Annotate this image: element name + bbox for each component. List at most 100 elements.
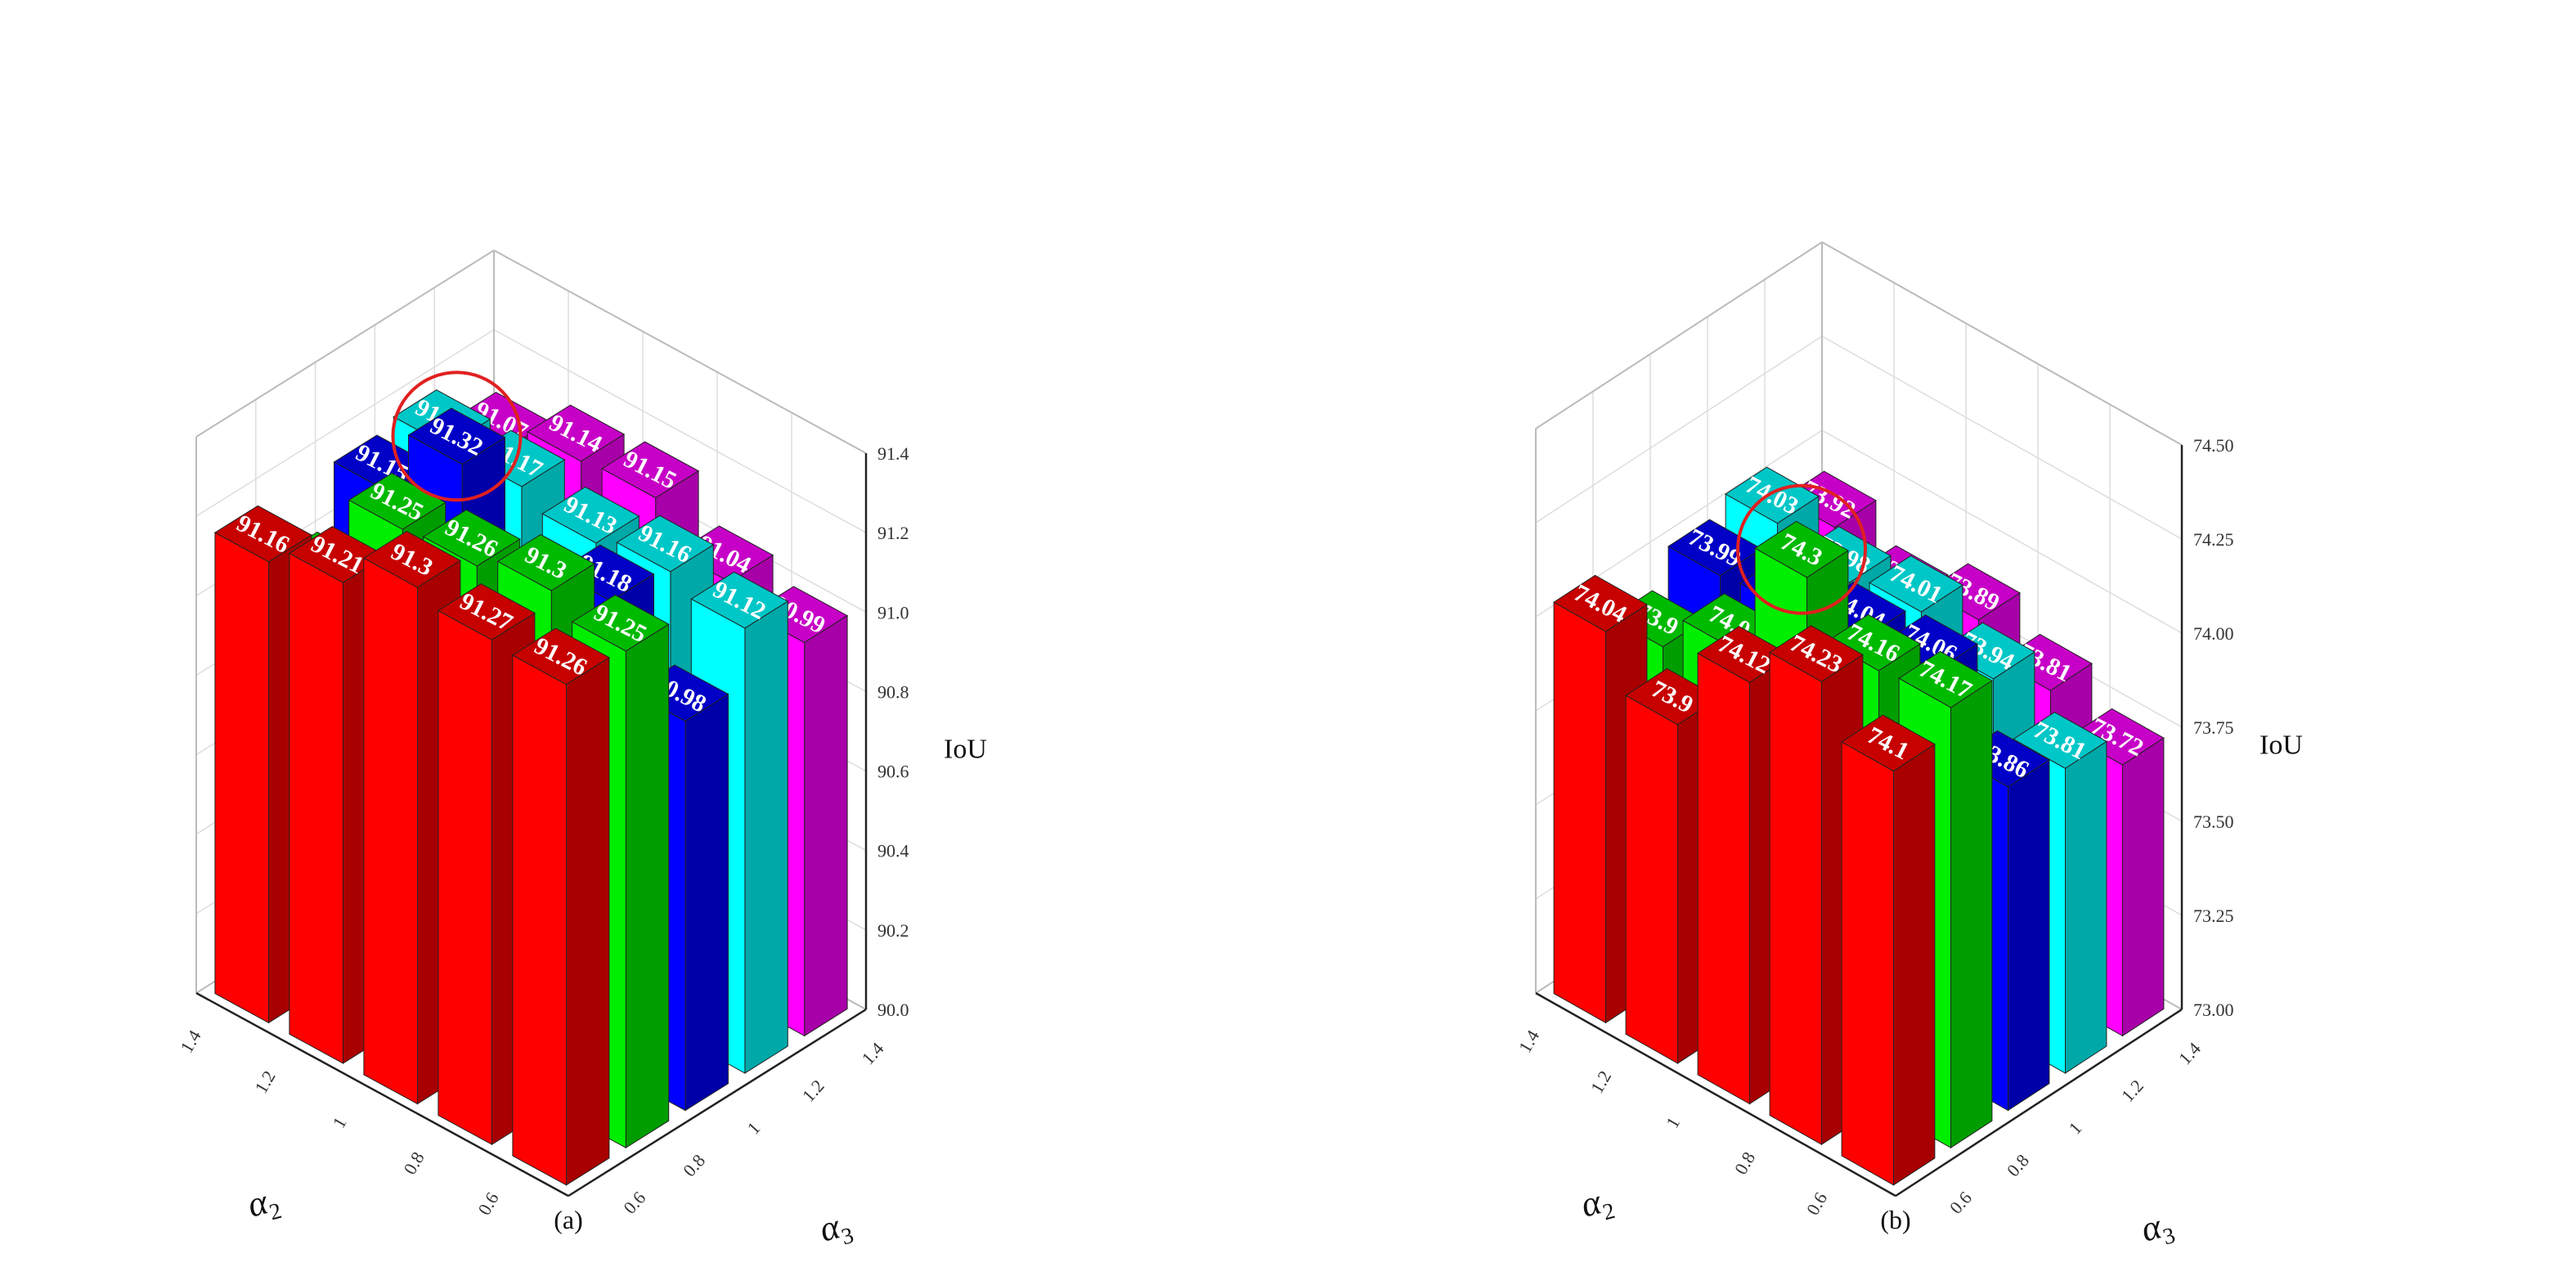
bar-front-face (1553, 601, 1606, 1024)
y-axis-title: α3 (815, 1203, 856, 1256)
x-tick-label: 1.4 (176, 1027, 204, 1056)
y-tick-label: 1 (2064, 1118, 2085, 1139)
bar-top-face (1553, 574, 1648, 632)
bar-top-face (362, 530, 461, 588)
bar-side-face (566, 656, 610, 1186)
x-axis-line (1535, 991, 1896, 1198)
x-tick-label: 1 (1662, 1113, 1684, 1131)
x-tick-label: 1.2 (250, 1067, 279, 1096)
bar-top-face (690, 571, 789, 629)
x-tick-label: 0.6 (1802, 1189, 1831, 1218)
y-axis-title: α3 (2137, 1203, 2178, 1256)
panel-label: (b) (1880, 1205, 1910, 1234)
x-axis-line (195, 991, 569, 1198)
bar-side-face (1893, 743, 1936, 1186)
bars: 91.0791.1791.1491.1591.1791.1591.091.329… (213, 389, 849, 1186)
z-axis-title: IoU (2260, 730, 2303, 761)
z-tick-label: 74.00 (2193, 623, 2234, 644)
bar-front-face (1697, 652, 1750, 1105)
bar-top-face (407, 407, 506, 465)
z-tick-labels: 73.00 73.25 73.50 73.75 74.00 74.25 74.50 (2193, 435, 2234, 1020)
x-axis-title: α2 (243, 1179, 284, 1231)
y-tick-label: 1.2 (798, 1076, 828, 1106)
bar-top-face (1841, 714, 1936, 772)
x-tick-label: 0.8 (1730, 1148, 1759, 1178)
bar-front-face (214, 532, 269, 1024)
z-tick-label: 91.4 (877, 443, 909, 464)
y-tick-label: 0.6 (619, 1188, 649, 1218)
bar-top-face (527, 404, 626, 462)
bar-top-face (213, 505, 312, 563)
bar-side-face (625, 623, 670, 1149)
frame-edge (493, 249, 867, 454)
y-tick-label: 1 (743, 1118, 764, 1139)
bar-front-face (363, 557, 418, 1105)
z-tick-label: 91.2 (877, 523, 909, 543)
z-tick-label: 90.0 (877, 1000, 909, 1020)
chart-panel-a: 91.0791.1791.1491.1591.1791.1591.091.329… (176, 249, 987, 1256)
bar-top-face (541, 486, 640, 544)
gridline (195, 329, 495, 517)
bar-top-face (571, 594, 670, 652)
y-tick-label: 1.4 (858, 1038, 888, 1068)
bar-top-face (601, 441, 700, 499)
z-tick-label: 74.50 (2193, 435, 2234, 456)
bar-front-face (1625, 694, 1678, 1064)
bar-side-face (684, 693, 729, 1112)
gridline (493, 329, 867, 533)
x-tick-label: 1.2 (1586, 1067, 1615, 1096)
x-tick-label: 1.4 (1515, 1027, 1543, 1056)
bar-front-face (438, 609, 492, 1145)
bar-top-face (1754, 520, 1849, 578)
y-tick-label: 1.4 (2174, 1038, 2205, 1068)
x-axis-title: α2 (1577, 1179, 1618, 1231)
bars: 73.9274.0373.8373.9973.9873.8973.974.074… (1553, 466, 2165, 1186)
frame-edge (195, 249, 495, 438)
z-tick-label: 91.0 (877, 602, 909, 623)
bar-side-face (2065, 740, 2107, 1074)
bar-top-face (1898, 650, 1993, 708)
bar-top-face (348, 473, 447, 530)
bar-top-face (422, 509, 521, 567)
gridline (1821, 429, 2183, 634)
bar-top-face (616, 515, 715, 573)
x-tick-label: 0.8 (399, 1148, 428, 1178)
z-tick-label: 73.25 (2193, 906, 2234, 926)
y-tick-label: 0.6 (1945, 1188, 1976, 1218)
highlight-circle (391, 371, 523, 502)
y-tick-label: 0.8 (2003, 1150, 2033, 1180)
y-tick-label: 0.8 (679, 1150, 709, 1180)
frame-edge (1535, 241, 1823, 429)
bar-side-face (744, 600, 788, 1074)
z-tick-label: 73.00 (2193, 1000, 2234, 1020)
bar-side-face (804, 614, 848, 1037)
z-tick-label: 73.75 (2193, 717, 2234, 738)
z-tick-label: 73.50 (2193, 811, 2234, 832)
bar-top-face (1869, 555, 1963, 613)
z-tick-label: 90.4 (877, 841, 909, 861)
y-tick-label: 1.2 (2117, 1076, 2147, 1106)
bar-top-face (511, 627, 610, 685)
bar-front-face (1841, 741, 1894, 1186)
bar: 74.1 (1841, 714, 1936, 1186)
bar-top-face (496, 533, 595, 591)
bar-side-face (2008, 759, 2050, 1112)
bar: 91.26 (511, 627, 610, 1186)
bar-side-face (2122, 737, 2165, 1037)
bar-top-face (1725, 466, 1820, 524)
bar-top-face (1769, 625, 1864, 682)
z-tick-label: 90.2 (877, 920, 909, 941)
y-axis-line (1895, 1008, 2183, 1198)
bar-side-face (1950, 680, 1993, 1149)
highlight-circle (1736, 483, 1867, 615)
bar-front-face (512, 654, 567, 1186)
z-tick-label: 74.25 (2193, 529, 2234, 550)
bar-top-face (437, 583, 536, 640)
y-axis-line (568, 1008, 867, 1198)
bar-front-face (289, 552, 343, 1064)
x-tick-label: 0.6 (473, 1189, 502, 1218)
panel-label: (a) (554, 1205, 583, 1234)
z-axis-title: IoU (944, 734, 987, 764)
z-tick-label: 90.6 (877, 762, 909, 782)
